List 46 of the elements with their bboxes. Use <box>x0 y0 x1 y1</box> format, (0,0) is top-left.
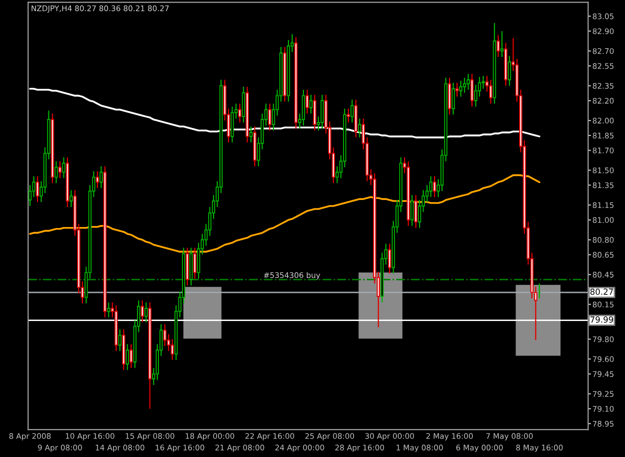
candlestick <box>496 34 500 58</box>
candlestick <box>432 176 436 198</box>
candlestick <box>350 99 354 124</box>
candlestick <box>414 194 418 228</box>
candlestick <box>193 247 196 280</box>
candlestick <box>410 194 414 226</box>
candlestick <box>238 103 242 124</box>
candlestick <box>429 176 432 198</box>
candlestick <box>306 89 309 114</box>
candlestick <box>130 344 133 369</box>
candlestick <box>459 80 462 98</box>
candlestick <box>452 82 455 116</box>
candlestick <box>54 160 58 184</box>
candlestick <box>320 94 324 130</box>
candlestick <box>58 160 62 179</box>
line-series <box>29 174 540 253</box>
candlestick <box>140 300 144 323</box>
candlestick <box>418 199 422 228</box>
candlestick <box>96 170 100 189</box>
candlestick <box>268 103 272 132</box>
candlestick <box>466 73 470 90</box>
candlestick <box>196 242 200 280</box>
candlestick <box>309 94 313 114</box>
candlestick <box>62 156 66 179</box>
candlestick <box>388 243 392 274</box>
candlestick <box>313 94 316 132</box>
candlestick <box>242 86 246 124</box>
candlestick <box>126 344 129 371</box>
candlestick <box>36 176 40 203</box>
candlestick <box>70 190 73 208</box>
candlestick <box>230 106 234 143</box>
ref-line-label: 80.27 <box>590 288 613 295</box>
candlestick <box>489 79 492 104</box>
candlestick <box>118 328 122 352</box>
candlestick <box>249 126 253 143</box>
candlestick <box>302 89 306 126</box>
candlestick <box>500 30 504 58</box>
candlestick <box>100 166 103 189</box>
candlestick <box>346 108 350 124</box>
ref-line-label: 79.99 <box>590 316 614 323</box>
candlestick <box>470 73 474 108</box>
candlestick <box>358 118 362 138</box>
candlestick <box>163 324 166 347</box>
candlestick <box>144 302 148 323</box>
candlestick <box>107 302 110 318</box>
candlestick <box>508 55 512 86</box>
